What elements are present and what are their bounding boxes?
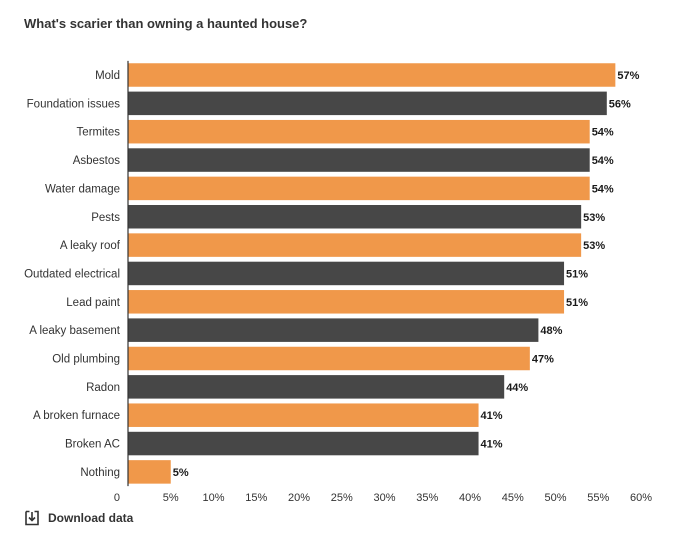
value-label: 47% [532, 354, 554, 366]
category-label: Nothing [80, 467, 120, 479]
value-label: 48% [540, 325, 562, 337]
bar [128, 403, 479, 427]
bar [128, 233, 582, 257]
category-label: Asbestos [73, 155, 121, 167]
value-label: 54% [592, 183, 614, 195]
bar-chart: Mold Foundation issues Termites Asbestos Wat… [24, 60, 652, 504]
category-label: Old plumbing [52, 354, 120, 366]
x-tick-label: 40% [459, 492, 481, 504]
category-label: Lead paint [66, 297, 121, 309]
x-tick-label: 45% [502, 492, 524, 504]
x-tick-label: 5% [163, 492, 179, 504]
x-tick-label: 55% [587, 492, 609, 504]
value-label: 51% [566, 297, 588, 309]
category-label: A leaky basement [29, 325, 121, 337]
bar [128, 205, 582, 229]
bar [128, 148, 590, 172]
bar [128, 261, 565, 286]
bar [128, 375, 505, 399]
x-tick-label: 0 [114, 492, 120, 504]
value-label: 54% [592, 127, 614, 139]
value-label: 57% [617, 70, 639, 82]
category-label: Mold [95, 70, 120, 82]
bar [128, 91, 607, 116]
category-label: Broken AC [65, 439, 120, 451]
bar [128, 431, 479, 456]
bar [128, 63, 616, 87]
category-label: Water damage [45, 183, 120, 195]
x-tick-label: 20% [288, 492, 310, 504]
value-label: 51% [566, 268, 588, 280]
download-icon [25, 510, 39, 526]
category-label: Termites [77, 127, 121, 139]
bar [128, 119, 590, 144]
x-tick-label: 10% [202, 492, 224, 504]
category-label: Foundation issues [27, 98, 121, 110]
bar [128, 460, 171, 484]
value-label: 53% [583, 240, 605, 252]
bar [128, 176, 590, 201]
chart-title: What's scarier than owning a haunted hou… [24, 16, 308, 31]
x-tick-label: 35% [416, 492, 438, 504]
x-tick-label: 60% [630, 492, 652, 504]
x-tick-label: 15% [245, 492, 267, 504]
value-label: 53% [583, 212, 605, 224]
download-label: Download data [48, 511, 134, 525]
bar [128, 346, 530, 371]
x-tick-label: 25% [331, 492, 353, 504]
category-label: Radon [86, 382, 120, 394]
bar [128, 318, 539, 342]
category-label: A leaky roof [60, 240, 121, 252]
value-label: 41% [481, 410, 503, 422]
x-tick-label: 50% [544, 492, 566, 504]
value-label: 44% [506, 382, 528, 394]
category-label: A broken furnace [33, 410, 120, 422]
value-label: 5% [173, 467, 189, 479]
value-label: 41% [481, 439, 503, 451]
value-label: 56% [609, 98, 631, 110]
category-label: Outdated electrical [24, 268, 120, 280]
download-data-button[interactable]: Download data [24, 510, 133, 526]
x-tick-label: 30% [373, 492, 395, 504]
bar [128, 290, 565, 314]
category-label: Pests [91, 212, 120, 224]
value-label: 54% [592, 155, 614, 167]
